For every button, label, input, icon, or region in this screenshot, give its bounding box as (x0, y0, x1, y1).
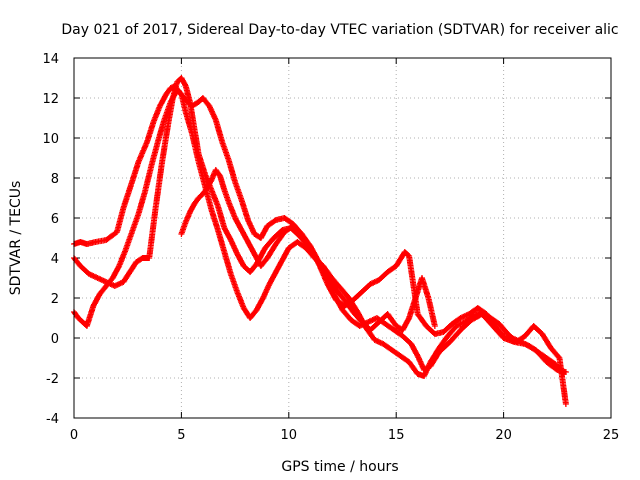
x-tick-label: 15 (388, 428, 405, 443)
y-tick-label: 12 (42, 92, 59, 107)
x-tick-label: 0 (70, 428, 78, 443)
x-tick-label: 5 (177, 428, 185, 443)
series-points (71, 83, 567, 377)
x-tick-label: 20 (495, 428, 512, 443)
y-axis-label: SDTVAR / TECUs (8, 181, 24, 296)
x-axis-label: GPS time / hours (281, 459, 398, 475)
y-tick-label: 10 (42, 132, 59, 147)
series-points (71, 87, 569, 407)
y-tick-label: 6 (51, 212, 59, 227)
y-tick-label: 14 (42, 52, 59, 67)
series-points (178, 167, 438, 333)
series-points (71, 75, 569, 375)
y-tick-label: 0 (51, 332, 59, 347)
chart-title: Day 021 of 2017, Sidereal Day-to-day VTE… (61, 22, 618, 38)
y-tick-label: 8 (51, 172, 59, 187)
y-tick-label: -4 (46, 412, 59, 427)
series-markers (71, 87, 569, 407)
y-tick-label: -2 (46, 372, 59, 387)
plot-frame (73, 57, 612, 419)
series-markers (178, 167, 438, 333)
x-tick-label: 10 (281, 428, 298, 443)
series-markers (71, 83, 567, 377)
data-points (71, 75, 569, 407)
y-axis-ticks: -4 -2 0 2 4 6 8 10 12 14 (42, 52, 611, 427)
series-markers (71, 75, 569, 375)
x-tick-label: 25 (603, 428, 620, 443)
y-tick-label: 4 (51, 252, 59, 267)
y-tick-label: 2 (51, 292, 59, 307)
